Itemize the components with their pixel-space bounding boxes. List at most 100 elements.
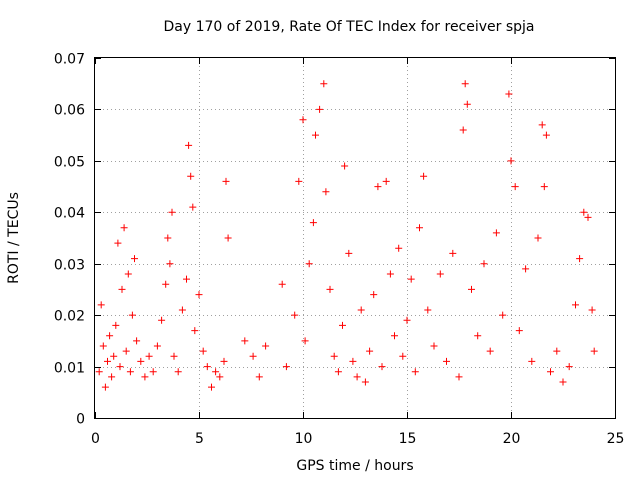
y-tick-label: 0.07	[54, 52, 85, 68]
data-point	[455, 373, 463, 381]
data-point	[515, 327, 523, 335]
y-tick-label: 0	[76, 412, 85, 428]
data-point	[149, 368, 157, 376]
data-point	[411, 368, 419, 376]
data-point	[112, 321, 120, 329]
data-point	[499, 311, 507, 319]
data-point	[345, 249, 353, 257]
data-point	[349, 357, 357, 365]
data-point	[341, 162, 349, 170]
data-point	[189, 203, 197, 211]
data-point	[301, 337, 309, 345]
data-point	[145, 352, 153, 360]
data-point	[547, 368, 554, 376]
data-point	[126, 368, 134, 376]
data-point	[420, 172, 428, 180]
data-point	[416, 224, 423, 232]
data-point	[249, 352, 257, 360]
data-point	[486, 347, 494, 355]
x-tick-label: 5	[195, 431, 204, 447]
data-point	[141, 373, 149, 381]
data-point	[326, 285, 334, 293]
data-point	[588, 306, 596, 314]
data-point	[424, 306, 432, 314]
data-point	[507, 157, 515, 165]
y-tick-label: 0.01	[54, 361, 85, 377]
data-point	[166, 260, 174, 268]
data-point	[162, 280, 170, 288]
data-point	[128, 311, 136, 319]
data-point	[357, 306, 365, 314]
data-point	[170, 352, 178, 360]
axis-ticks: 0 0.01 0.02 0.03 0.04 0.05 0.06 0.07 0 5 10 15 20 25	[54, 52, 625, 448]
data-point	[183, 275, 190, 283]
y-tick-label: 0.02	[54, 309, 85, 325]
data-point	[522, 265, 530, 273]
x-tick-label: 20	[503, 431, 521, 447]
data-point	[137, 357, 145, 365]
data-point	[97, 301, 105, 309]
data-point	[316, 105, 324, 113]
data-point	[480, 260, 488, 268]
data-point	[339, 321, 346, 329]
data-point	[191, 327, 199, 335]
data-point	[468, 285, 475, 293]
data-point	[374, 183, 382, 191]
data-point	[178, 306, 186, 314]
data-point	[106, 332, 114, 340]
data-point	[399, 352, 407, 360]
data-point	[108, 373, 116, 381]
data-point	[174, 368, 182, 376]
y-axis-label: ROTI / TECUs	[6, 192, 22, 284]
data-point	[330, 352, 338, 360]
data-point	[528, 357, 536, 365]
data-point	[220, 357, 228, 365]
data-point	[459, 126, 467, 134]
plot-frame	[94, 57, 616, 419]
data-point	[309, 219, 317, 227]
data-point	[576, 255, 584, 263]
data-point	[124, 270, 132, 278]
data-point	[114, 239, 122, 247]
data-point	[534, 234, 542, 242]
y-tick-label: 0.06	[54, 103, 85, 119]
data-point	[262, 342, 270, 350]
data-point	[436, 270, 444, 278]
data-point	[511, 183, 519, 191]
data-marks	[95, 80, 598, 391]
data-point	[538, 121, 546, 129]
data-point	[208, 383, 215, 391]
data-point	[430, 342, 438, 350]
data-point	[216, 373, 224, 381]
data-point	[168, 208, 176, 216]
data-point	[492, 229, 500, 237]
data-point	[222, 177, 230, 185]
data-point	[542, 131, 550, 139]
data-point	[278, 280, 286, 288]
data-point	[474, 332, 482, 340]
x-tick-label: 15	[399, 431, 417, 447]
data-point	[443, 357, 450, 365]
data-point	[291, 311, 299, 319]
data-point	[203, 363, 211, 371]
data-point	[395, 244, 403, 252]
data-point	[361, 378, 369, 386]
data-point	[104, 357, 111, 365]
data-point	[378, 363, 386, 371]
data-point	[382, 177, 390, 185]
data-point	[559, 378, 567, 386]
x-tick-label: 0	[91, 431, 100, 447]
data-point	[95, 368, 103, 376]
data-point	[195, 291, 203, 299]
data-point	[158, 316, 166, 324]
x-tick-label: 25	[607, 431, 625, 447]
data-point	[461, 80, 469, 88]
data-point	[505, 90, 513, 98]
data-point	[386, 270, 394, 278]
x-axis-label: GPS time / hours	[296, 458, 413, 474]
data-point	[199, 347, 207, 355]
data-point	[407, 275, 415, 283]
data-point	[187, 172, 195, 180]
data-point	[282, 363, 290, 371]
